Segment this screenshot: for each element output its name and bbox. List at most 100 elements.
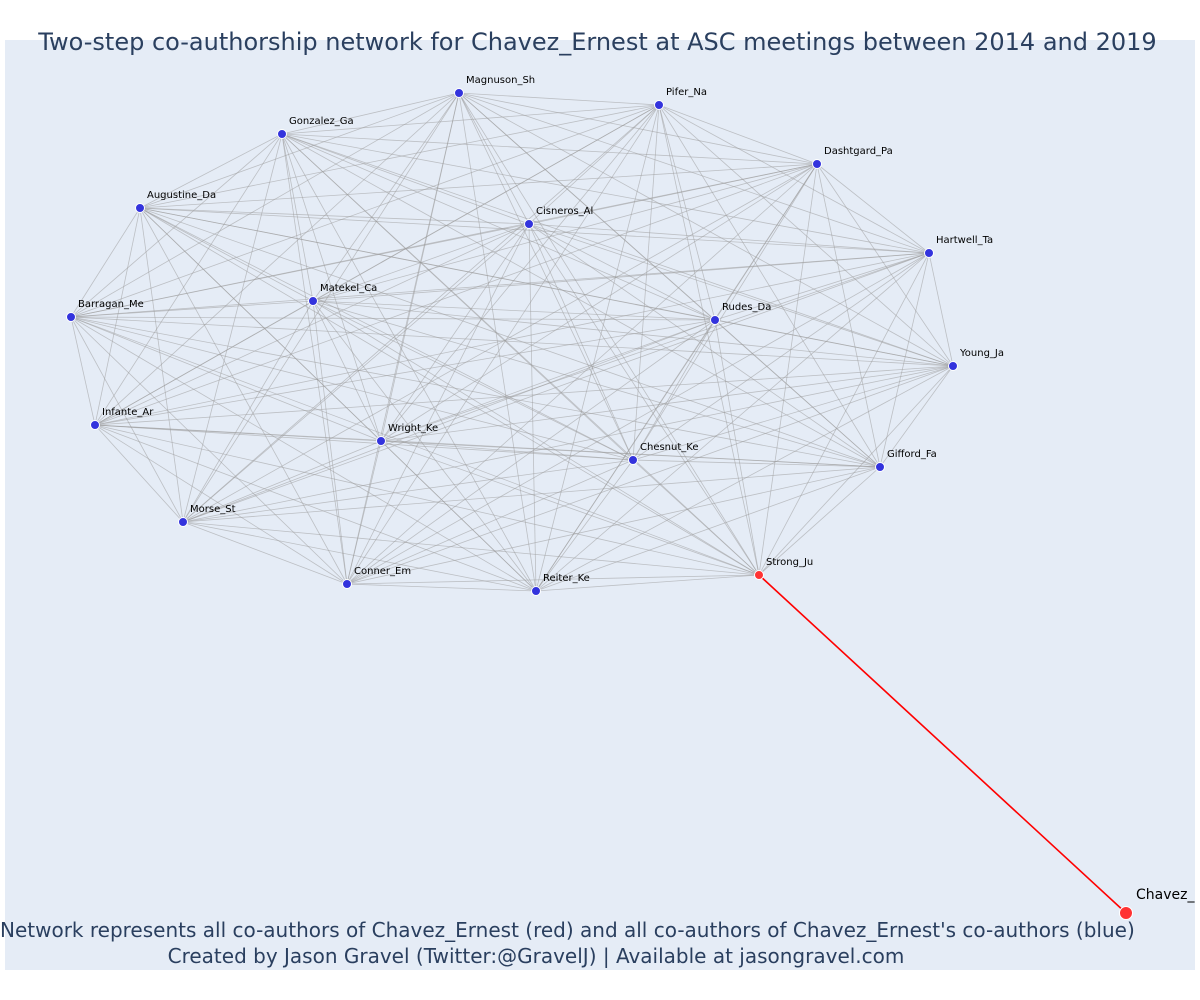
edge-Pifer_Na-Gonzalez_Ga — [281, 104, 660, 135]
node-label-Gonzalez_Ga: Gonzalez_Ga — [289, 116, 354, 127]
edge-Pifer_Na-Augustine_Da — [139, 104, 660, 209]
edge-Matekel_Ca-Wright_Ke — [312, 300, 382, 442]
edge-Conner_Em-Reiter_Ke — [346, 583, 537, 592]
node-Conner_Em[interactable] — [342, 579, 352, 589]
edge-Dashtgard_Pa-Gifford_Fa — [816, 163, 881, 468]
edge-Cisneros_Al-Conner_Em — [346, 223, 530, 585]
node-Wright_Ke[interactable] — [376, 436, 386, 446]
edge-Hartwell_Ta-Gifford_Fa — [879, 252, 930, 468]
edge-Strong_Ju-Chavez_Ernest — [758, 574, 1127, 914]
node-label-Barragan_Me: Barragan_Me — [78, 299, 144, 310]
edge-Magnuson_Sh-Pifer_Na — [458, 92, 660, 106]
edge-Magnuson_Sh-Young_Ja — [458, 92, 954, 367]
edge-Young_Ja-Infante_Ar — [94, 365, 954, 426]
edge-Rudes_Da-Reiter_Ke — [535, 319, 716, 592]
edge-Pifer_Na-Morse_St — [182, 104, 660, 523]
edge-Cisneros_Al-Barragan_Me — [70, 223, 530, 318]
node-Morse_St[interactable] — [178, 517, 188, 527]
node-Dashtgard_Pa[interactable] — [812, 159, 822, 169]
edge-Cisneros_Al-Morse_St — [182, 223, 530, 523]
edge-Cisneros_Al-Young_Ja — [528, 223, 954, 367]
edge-Cisneros_Al-Hartwell_Ta — [528, 223, 930, 254]
edges-layer — [70, 92, 1127, 914]
edge-Rudes_Da-Strong_Ju — [714, 319, 760, 576]
node-label-Chavez_Ernest: Chavez_Ernest — [1136, 887, 1200, 903]
node-Young_Ja[interactable] — [948, 361, 958, 371]
edge-Young_Ja-Gifford_Fa — [879, 365, 954, 468]
edge-Morse_St-Reiter_Ke — [182, 521, 537, 592]
edge-Matekel_Ca-Gifford_Fa — [312, 300, 881, 468]
edge-Cisneros_Al-Reiter_Ke — [528, 223, 537, 592]
edge-Hartwell_Ta-Rudes_Da — [714, 252, 930, 321]
edge-Gonzalez_Ga-Matekel_Ca — [281, 133, 314, 302]
node-Reiter_Ke[interactable] — [531, 586, 541, 596]
node-Gonzalez_Ga[interactable] — [277, 129, 287, 139]
node-label-Hartwell_Ta: Hartwell_Ta — [936, 235, 993, 246]
edge-Chesnut_Ke-Morse_St — [182, 459, 634, 523]
edge-Gifford_Fa-Reiter_Ke — [535, 466, 881, 592]
edge-Gifford_Fa-Conner_Em — [346, 466, 881, 585]
edge-Barragan_Me-Infante_Ar — [70, 316, 96, 426]
edge-Augustine_Da-Matekel_Ca — [139, 207, 314, 302]
edge-Rudes_Da-Gifford_Fa — [714, 319, 881, 468]
node-Barragan_Me[interactable] — [66, 312, 76, 322]
node-Pifer_Na[interactable] — [654, 100, 664, 110]
edge-Magnuson_Sh-Conner_Em — [346, 92, 460, 585]
edge-Young_Ja-Wright_Ke — [380, 365, 954, 442]
edge-Augustine_Da-Infante_Ar — [94, 207, 141, 426]
edge-Barragan_Me-Matekel_Ca — [70, 300, 314, 318]
edge-Magnuson_Sh-Dashtgard_Pa — [458, 92, 818, 165]
node-label-Reiter_Ke: Reiter_Ke — [543, 573, 590, 584]
node-Gifford_Fa[interactable] — [875, 462, 885, 472]
edge-Barragan_Me-Gifford_Fa — [70, 316, 881, 468]
node-Magnuson_Sh[interactable] — [454, 88, 464, 98]
edge-Gonzalez_Ga-Rudes_Da — [281, 133, 716, 321]
node-label-Young_Ja: Young_Ja — [959, 348, 1004, 359]
node-Infante_Ar[interactable] — [90, 420, 100, 430]
node-Hartwell_Ta[interactable] — [924, 248, 934, 258]
node-Chavez_Ernest[interactable] — [1119, 906, 1133, 920]
edge-Gonzalez_Ga-Young_Ja — [281, 133, 954, 367]
edge-Matekel_Ca-Rudes_Da — [312, 300, 716, 321]
edge-Barragan_Me-Rudes_Da — [70, 316, 716, 321]
edge-Wright_Ke-Reiter_Ke — [380, 440, 537, 592]
edge-Rudes_Da-Wright_Ke — [380, 319, 716, 442]
node-label-Gifford_Fa: Gifford_Fa — [887, 449, 937, 460]
edge-Rudes_Da-Infante_Ar — [94, 319, 716, 426]
node-Cisneros_Al[interactable] — [524, 219, 534, 229]
edge-Cisneros_Al-Gifford_Fa — [528, 223, 881, 468]
edge-Wright_Ke-Morse_St — [182, 440, 382, 523]
edge-Magnuson_Sh-Cisneros_Al — [458, 92, 530, 225]
edge-Hartwell_Ta-Matekel_Ca — [312, 252, 930, 302]
edge-Wright_Ke-Conner_Em — [346, 440, 382, 585]
edge-Barragan_Me-Chesnut_Ke — [70, 316, 634, 461]
edge-Matekel_Ca-Morse_St — [182, 300, 314, 523]
node-label-Pifer_Na: Pifer_Na — [666, 87, 707, 98]
edge-Wright_Ke-Chesnut_Ke — [380, 440, 634, 461]
edge-Infante_Ar-Morse_St — [94, 424, 184, 523]
edge-Dashtgard_Pa-Young_Ja — [816, 163, 954, 367]
edge-Pifer_Na-Conner_Em — [346, 104, 660, 585]
edge-Augustine_Da-Gifford_Fa — [139, 207, 881, 468]
node-Chesnut_Ke[interactable] — [628, 455, 638, 465]
edge-Cisneros_Al-Chesnut_Ke — [528, 223, 634, 461]
node-Augustine_Da[interactable] — [135, 203, 145, 213]
labels-layer: Magnuson_Sh Pifer_Na Gonzalez_Ga Dashtgard_… — [78, 75, 1200, 903]
edge-Matekel_Ca-Conner_Em — [312, 300, 348, 585]
node-Matekel_Ca[interactable] — [308, 296, 318, 306]
edge-Hartwell_Ta-Barragan_Me — [70, 252, 930, 318]
node-label-Infante_Ar: Infante_Ar — [102, 407, 154, 418]
edge-Gonzalez_Ga-Wright_Ke — [281, 133, 382, 442]
edge-Morse_St-Conner_Em — [182, 521, 348, 585]
edge-Dashtgard_Pa-Wright_Ke — [380, 163, 818, 442]
edge-Augustine_Da-Strong_Ju — [139, 207, 760, 576]
edge-Matekel_Ca-Reiter_Ke — [312, 300, 537, 592]
node-label-Augustine_Da: Augustine_Da — [147, 190, 216, 201]
node-Rudes_Da[interactable] — [710, 315, 720, 325]
node-Strong_Ju[interactable] — [754, 570, 764, 580]
node-label-Strong_Ju: Strong_Ju — [766, 557, 813, 568]
edge-Chesnut_Ke-Reiter_Ke — [535, 459, 634, 592]
edge-Magnuson_Sh-Strong_Ju — [458, 92, 760, 576]
edge-Rudes_Da-Morse_St — [182, 319, 716, 523]
edge-Hartwell_Ta-Morse_St — [182, 252, 930, 523]
